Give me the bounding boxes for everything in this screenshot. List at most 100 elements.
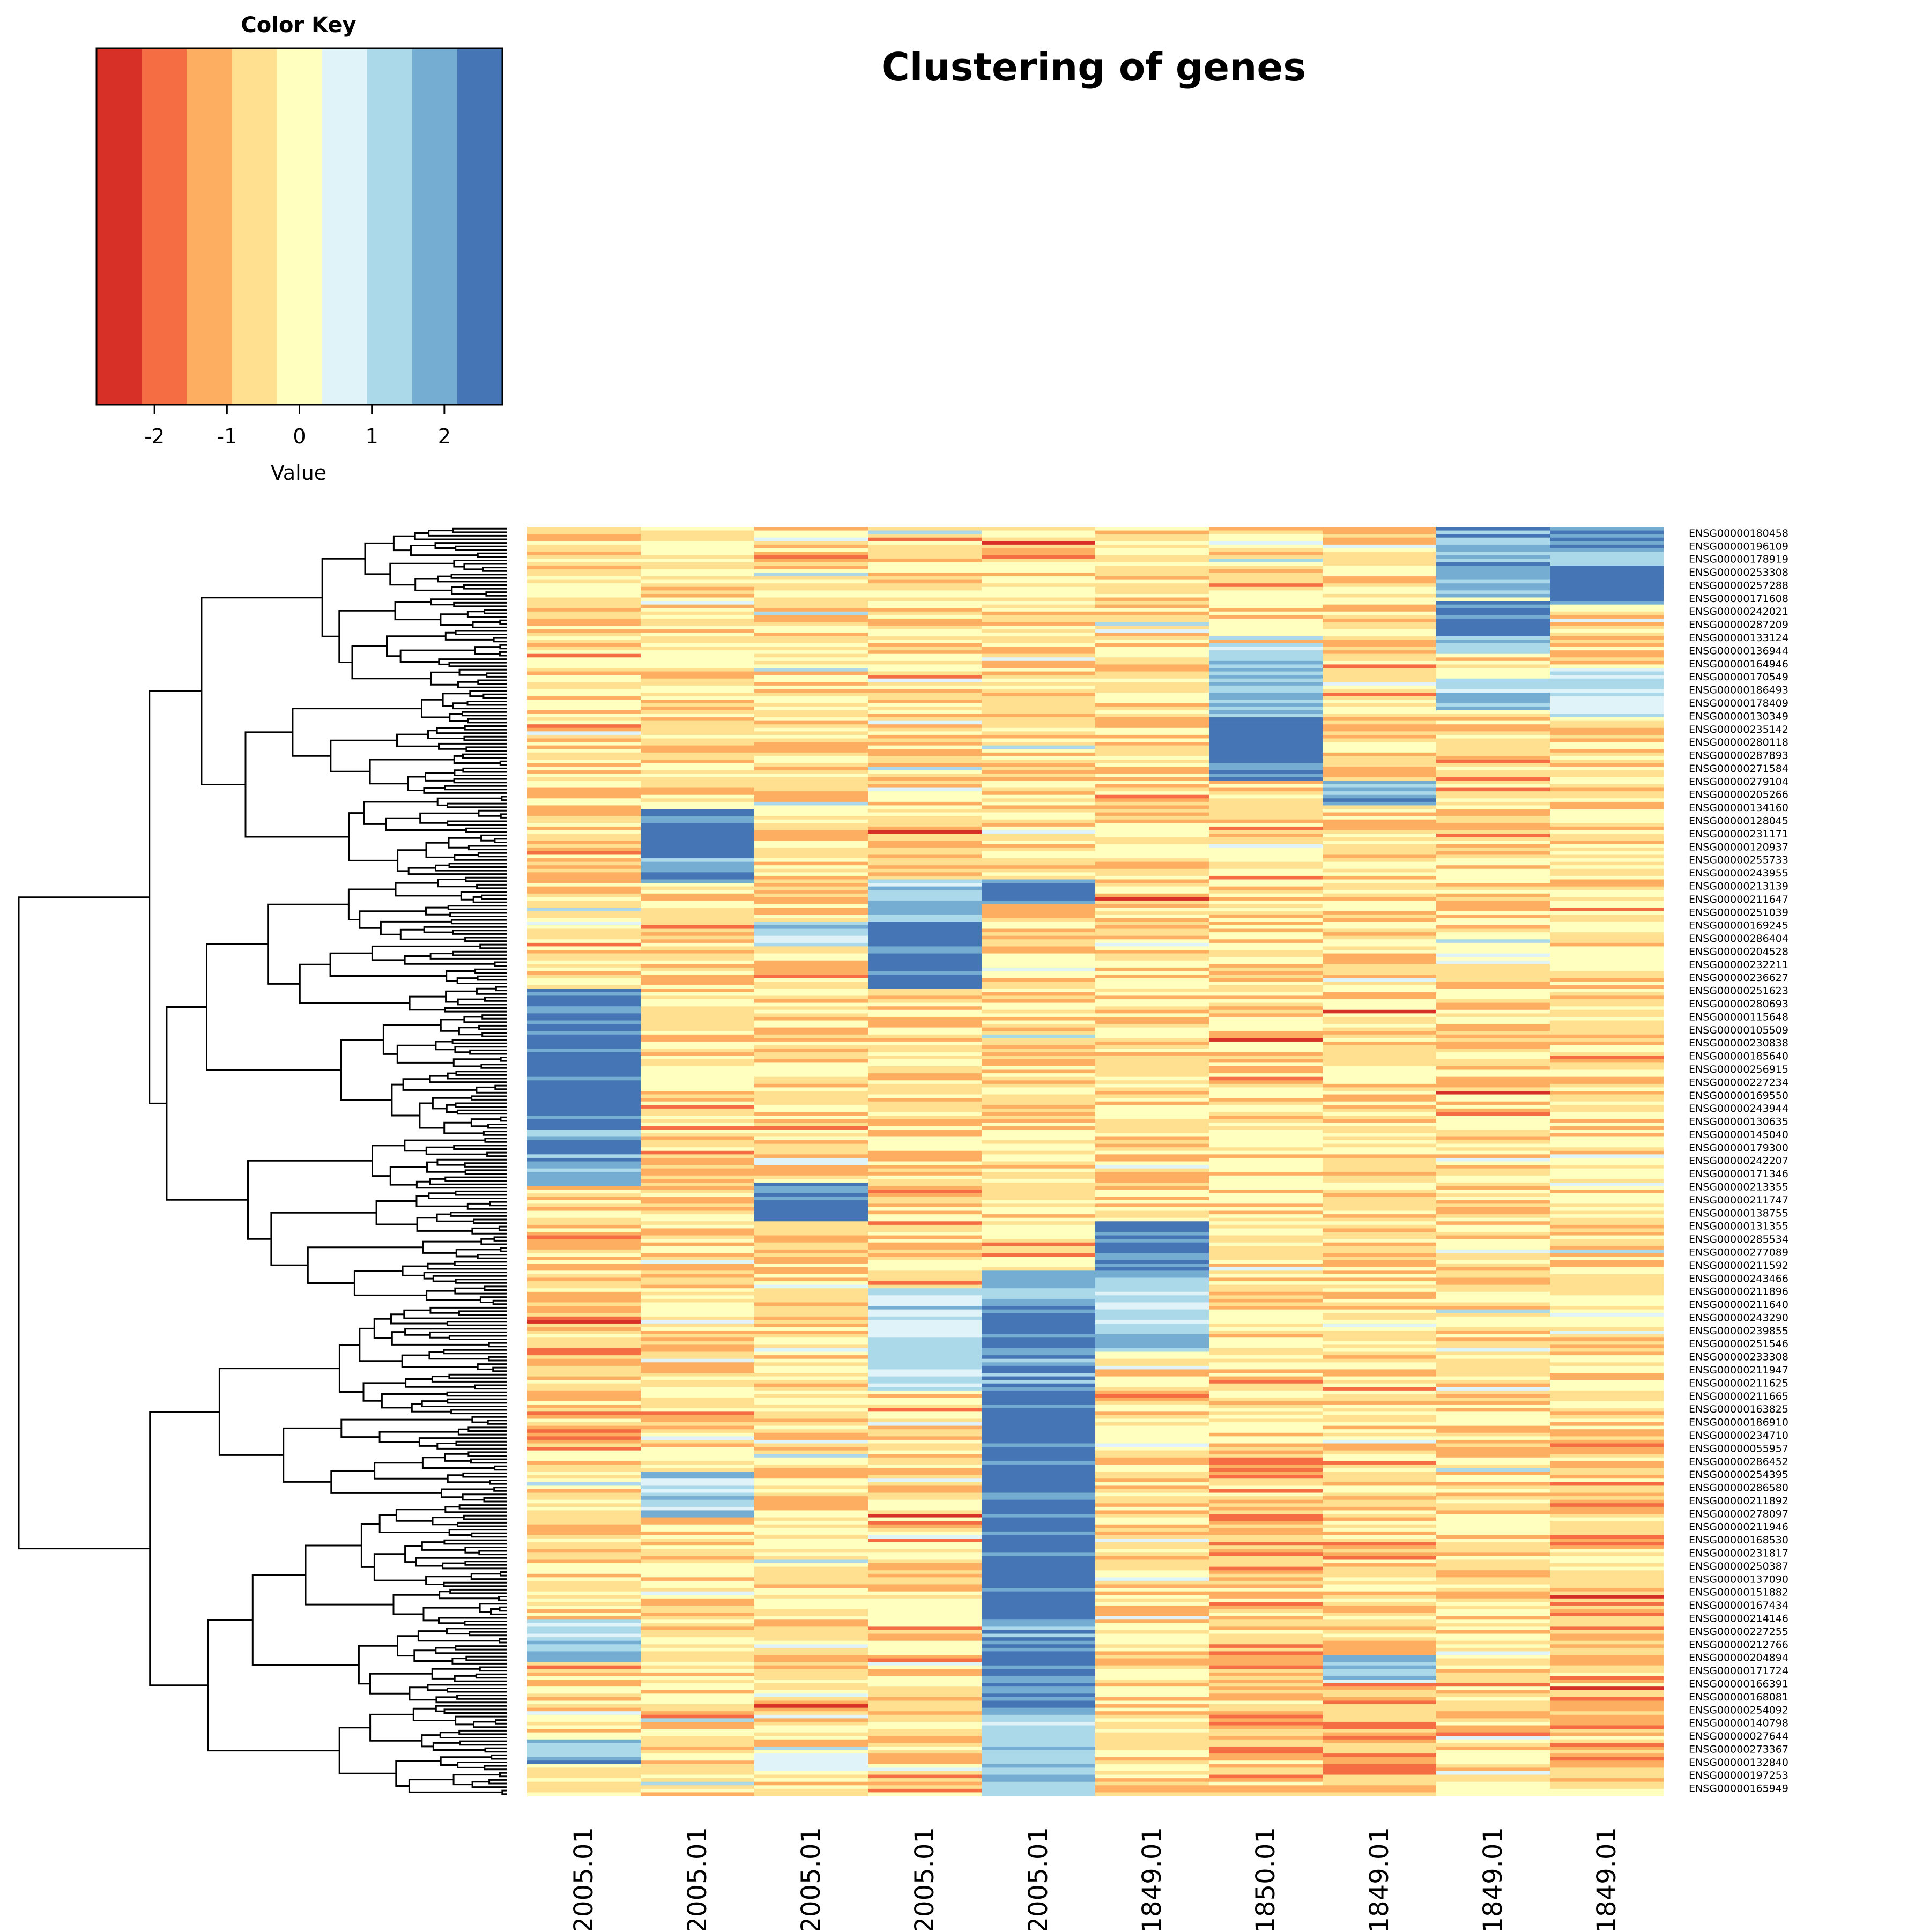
dendrogram-branch (477, 1363, 507, 1370)
heatmap-cell (982, 1637, 1096, 1641)
heatmap-cell (1209, 1566, 1323, 1571)
heatmap-cell (982, 1006, 1096, 1010)
heatmap-cell (754, 1031, 868, 1035)
heatmap-cell (1550, 925, 1664, 930)
heatmap-cell (868, 1492, 982, 1497)
heatmap-cell (1209, 1432, 1323, 1437)
heatmap-cell (1550, 1602, 1664, 1606)
heatmap-cell (1550, 967, 1664, 972)
heatmap-cell (1323, 1157, 1437, 1162)
heatmap-cell (1323, 717, 1437, 722)
heatmap-cell (1436, 1683, 1550, 1687)
heatmap-cell (868, 935, 982, 940)
heatmap-cell (868, 1200, 982, 1204)
heatmap-cell (1436, 915, 1550, 919)
heatmap-cell (868, 657, 982, 662)
heatmap-cell (527, 1683, 641, 1687)
heatmap-cell (1323, 1665, 1437, 1669)
heatmap-cell (527, 1447, 641, 1451)
heatmap-cell (1323, 1291, 1437, 1296)
heatmap-cell (1436, 1076, 1550, 1081)
heatmap-cell (1095, 967, 1209, 972)
heatmap-cell (868, 999, 982, 1004)
heatmap-cell (1436, 1721, 1550, 1726)
heatmap-cell (868, 1228, 982, 1232)
heatmap-cell (754, 1358, 868, 1363)
heatmap-cell (1550, 1732, 1664, 1736)
row-label: ENSG00000128045 (1689, 815, 1788, 827)
heatmap-cell (1323, 1027, 1437, 1031)
heatmap-cell (1095, 819, 1209, 823)
row-label: ENSG00000204894 (1689, 1652, 1788, 1664)
heatmap-cell (1550, 1690, 1664, 1694)
heatmap-cell (1550, 1774, 1664, 1779)
dendrogram-branch (486, 672, 507, 678)
heatmap-cell (982, 1683, 1096, 1687)
heatmap-cell (1436, 1066, 1550, 1071)
heatmap-cell (754, 1091, 868, 1095)
heatmap-cell (1323, 1401, 1437, 1405)
dendrogram-branch (432, 1275, 507, 1282)
heatmap-cell (754, 784, 868, 789)
dendrogram-branch (470, 1573, 507, 1580)
heatmap-cell (527, 1098, 641, 1102)
heatmap-cell (1095, 573, 1209, 577)
heatmap-cell (982, 1076, 1096, 1081)
heatmap-cell (1209, 700, 1323, 704)
heatmap-cell (527, 1232, 641, 1236)
heatmap-cell (1095, 1334, 1209, 1338)
heatmap-cell (754, 1119, 868, 1123)
heatmap-cell (1209, 1179, 1323, 1183)
heatmap-cell (982, 819, 1096, 823)
heatmap-cell (527, 1006, 641, 1010)
heatmap-cell (1323, 1041, 1437, 1046)
heatmap-cell (527, 928, 641, 933)
heatmap-cell (982, 1432, 1096, 1437)
heatmap-cell (754, 1383, 868, 1387)
dendrogram-branch (414, 578, 452, 591)
heatmap-cell (868, 1658, 982, 1662)
heatmap-cell (868, 650, 982, 655)
heatmap-cell (1095, 1588, 1209, 1592)
heatmap-cell (1323, 593, 1437, 598)
heatmap-cell (868, 1147, 982, 1151)
heatmap-cell (982, 1365, 1096, 1370)
heatmap-cell (754, 770, 868, 774)
heatmap-cell (1323, 1468, 1437, 1472)
heatmap-cell (1209, 1725, 1323, 1729)
heatmap-cell (1436, 1362, 1550, 1366)
heatmap-cell (754, 1785, 868, 1789)
heatmap-cell (1095, 1165, 1209, 1169)
heatmap-cell (641, 1126, 755, 1130)
heatmap-cell (641, 541, 755, 545)
heatmap-cell (1209, 1080, 1323, 1084)
heatmap-cell (754, 1069, 868, 1074)
heatmap-cell (1436, 1355, 1550, 1359)
heatmap-cell (1209, 875, 1323, 880)
heatmap-cell (1095, 911, 1209, 915)
heatmap-cell (868, 791, 982, 796)
heatmap-cell (1095, 1718, 1209, 1722)
heatmap-cell (1323, 703, 1437, 707)
heatmap-cell (1323, 668, 1437, 672)
heatmap-cell (982, 1207, 1096, 1212)
heatmap-cell (527, 742, 641, 746)
heatmap-cell (1209, 1031, 1323, 1035)
heatmap-cell (868, 1792, 982, 1796)
dendrogram-branch (477, 1254, 507, 1259)
heatmap-cell (1323, 1239, 1437, 1243)
heatmap-cell (641, 1116, 755, 1120)
heatmap-cell (1436, 1094, 1550, 1098)
heatmap-cell (868, 653, 982, 658)
heatmap-cell (527, 964, 641, 968)
heatmap-cell (1550, 1210, 1664, 1215)
row-label: ENSG00000242207 (1689, 1155, 1788, 1167)
heatmap-cell (1209, 1348, 1323, 1353)
heatmap-cell (754, 1658, 868, 1662)
heatmap-cell (641, 999, 755, 1004)
heatmap-cell (1436, 819, 1550, 823)
heatmap-cell (1095, 696, 1209, 700)
heatmap-cell (1436, 703, 1550, 707)
heatmap-cell (982, 1743, 1096, 1747)
heatmap-cell (1209, 1083, 1323, 1088)
